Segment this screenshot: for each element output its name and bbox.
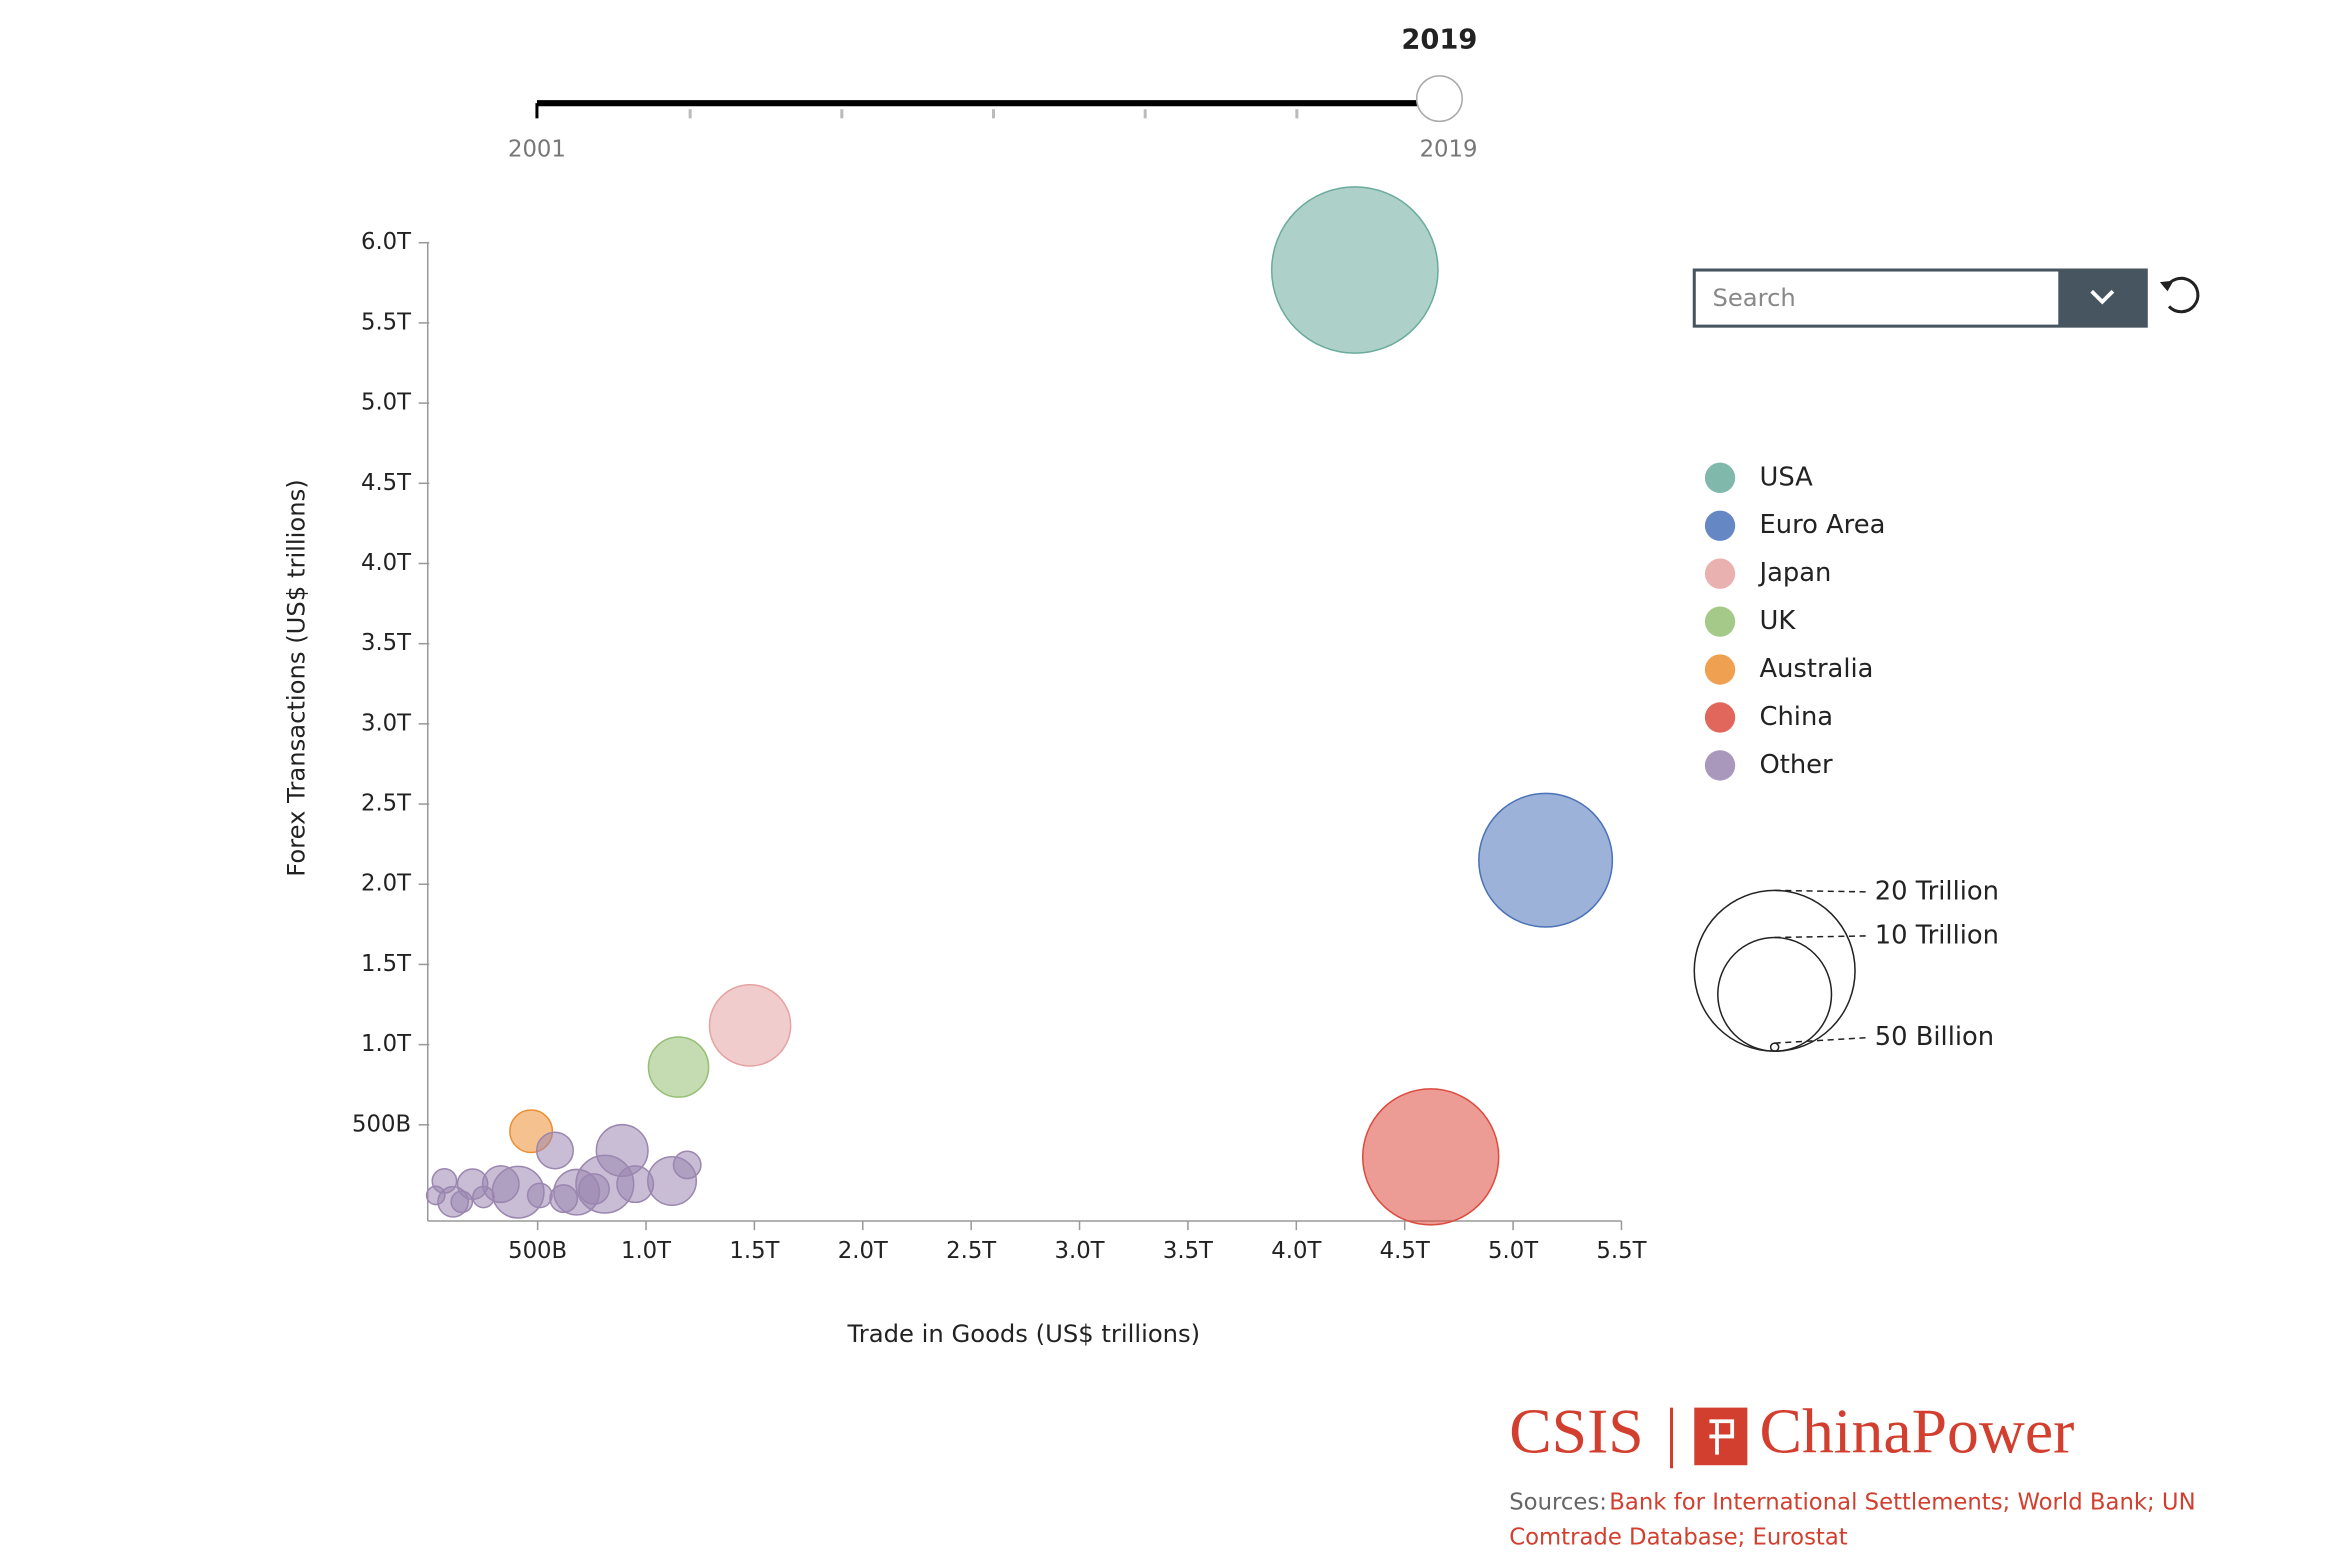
- x-tick-label: 1.0T: [621, 1238, 671, 1264]
- x-tick-label: 5.5T: [1596, 1238, 1646, 1264]
- legend-swatch: [1704, 654, 1736, 685]
- legend-label: USA: [1759, 462, 1813, 492]
- size-legend-label: 10 Trillion: [1875, 920, 1999, 950]
- size-legend-label: 20 Trillion: [1875, 876, 1999, 906]
- bubble: [672, 1150, 702, 1180]
- legend-label: China: [1759, 702, 1833, 732]
- sources-label: Sources:: [1509, 1490, 1607, 1516]
- legend-label: Japan: [1757, 558, 1831, 588]
- slider-current: 2019: [1401, 24, 1477, 55]
- y-tick-label: 3.5T: [361, 630, 411, 656]
- bubble: [425, 1185, 446, 1206]
- x-tick-label: 4.5T: [1380, 1238, 1430, 1264]
- bubble: [472, 1185, 495, 1209]
- slider-start: 2001: [508, 137, 566, 163]
- y-axis-label: Forex Transactions (US$ trillions): [281, 479, 310, 876]
- y-tick-label: 1.5T: [361, 951, 411, 977]
- legend-swatch: [1704, 702, 1736, 733]
- search-dropdown[interactable]: [2058, 270, 2147, 327]
- y-tick-label: 4.5T: [361, 470, 411, 496]
- size-legend-circle: [1717, 936, 1833, 1052]
- x-tick-label: 3.0T: [1055, 1238, 1105, 1264]
- bubble: [1478, 792, 1614, 928]
- size-legend-leader: [1774, 935, 1869, 939]
- legend-swatch: [1704, 606, 1736, 637]
- bubble: [450, 1190, 474, 1214]
- sources-text: Comtrade Database; Eurostat: [1509, 1525, 1848, 1551]
- x-tick-label: 2.5T: [946, 1238, 996, 1264]
- search-placeholder: Search: [1712, 283, 1795, 312]
- legend-label: Euro Area: [1759, 510, 1885, 540]
- bubble: [535, 1131, 574, 1170]
- size-legend-leader: [1774, 889, 1869, 893]
- size-legend-leader: [1774, 1036, 1869, 1044]
- y-tick-label: 5.5T: [361, 309, 411, 335]
- x-tick-label: 4.0T: [1271, 1238, 1321, 1264]
- legend-swatch: [1704, 750, 1736, 781]
- bubble: [578, 1173, 610, 1205]
- y-tick-label: 500B: [352, 1111, 411, 1137]
- x-tick-label: 2.0T: [838, 1238, 888, 1264]
- bubble: [647, 1036, 710, 1098]
- bubble: [526, 1182, 553, 1209]
- legend-label: Australia: [1759, 654, 1873, 684]
- bubble: [708, 984, 792, 1067]
- bubble: [549, 1184, 579, 1214]
- dropdown-icon: [2090, 289, 2115, 305]
- bubble: [1270, 186, 1439, 354]
- logo-icon-glyph: [1709, 1419, 1735, 1455]
- x-tick-label: 5.0T: [1488, 1238, 1538, 1264]
- size-legend-circle: [1693, 889, 1856, 1052]
- y-tick-label: 3.0T: [361, 710, 411, 736]
- legend-swatch: [1704, 510, 1736, 541]
- slider-handle[interactable]: [1415, 75, 1463, 123]
- size-legend-label: 50 Billion: [1875, 1022, 1994, 1052]
- x-tick-label: 500B: [508, 1238, 567, 1264]
- slider-ticks: [688, 109, 1299, 119]
- logo-chinapower: ChinaPower: [1759, 1396, 2074, 1467]
- sources-text: Bank for International Settlements; Worl…: [1609, 1490, 2195, 1516]
- y-tick-label: 5.0T: [361, 390, 411, 416]
- y-tick-label: 4.0T: [361, 550, 411, 576]
- reset-arrow: [2159, 280, 2174, 292]
- size-legend-circle: [1769, 1042, 1780, 1052]
- slider-end: 2019: [1420, 137, 1478, 163]
- bubble: [616, 1165, 655, 1204]
- legend-label: UK: [1759, 606, 1796, 636]
- y-tick-label: 6.0T: [361, 229, 411, 255]
- y-tick-label: 2.0T: [361, 871, 411, 897]
- bubble: [1361, 1088, 1500, 1226]
- legend-swatch: [1704, 558, 1736, 589]
- logo-csis: CSIS: [1509, 1396, 1644, 1467]
- y-tick-label: 2.5T: [361, 791, 411, 817]
- legend-label: Other: [1759, 750, 1833, 780]
- x-axis-label: Trade in Goods (US$ trillions): [847, 1319, 1201, 1348]
- x-tick-label: 1.5T: [729, 1238, 779, 1264]
- legend-swatch: [1704, 462, 1736, 493]
- reset-button[interactable]: [2164, 276, 2200, 314]
- x-tick-label: 3.5T: [1163, 1238, 1213, 1264]
- y-tick-label: 1.0T: [361, 1031, 411, 1057]
